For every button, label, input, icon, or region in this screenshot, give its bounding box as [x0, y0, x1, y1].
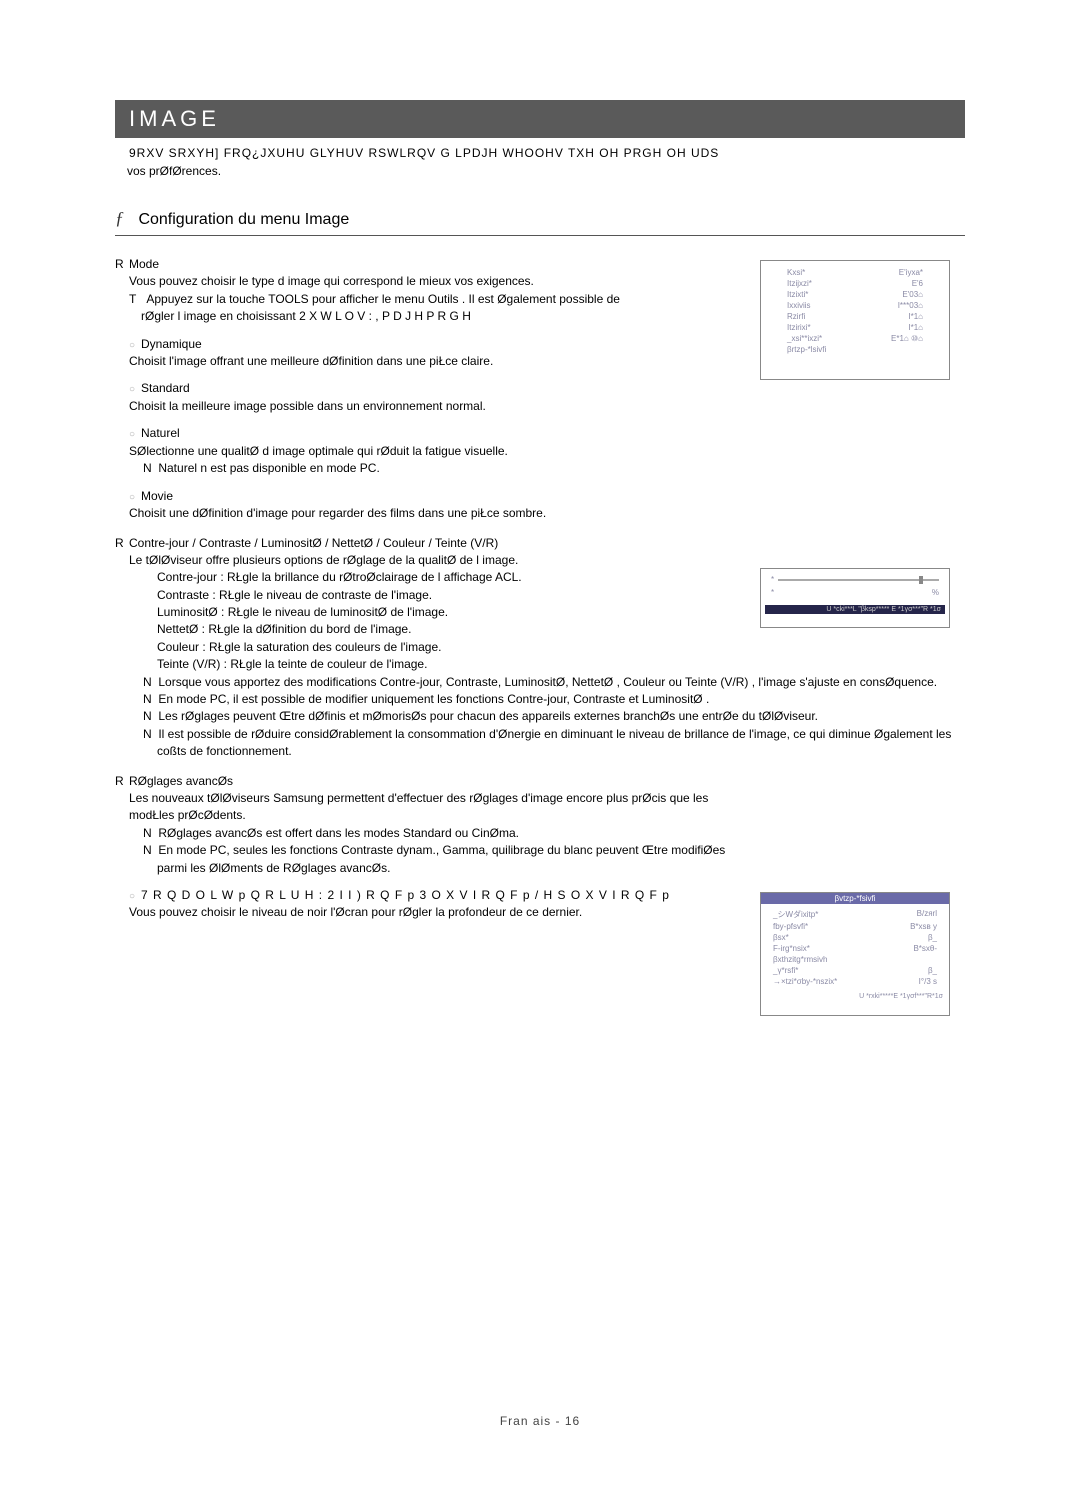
figure-row: _シWダixitp*В/zяrl: [767, 908, 943, 921]
slider-thumb: [919, 576, 923, 584]
figure-footer: U *cki***L "βksp***** E *1γσ***"R *1σ: [765, 605, 945, 614]
figure-row: Itzixti*E'03⌂: [767, 289, 943, 300]
figure-row: βrtzp-*lsivfi: [767, 344, 943, 355]
subsection-label: RRØglages avancØs: [115, 773, 965, 790]
figure-row: fby-pfsvfi*B*xsв y: [767, 921, 943, 932]
circle-icon: ○: [129, 428, 141, 443]
dagger-icon: ƒ: [115, 208, 124, 228]
detail-line: Couleur : RŁgle la saturation des couleu…: [115, 639, 965, 656]
note-text: En mode PC, il est possible de modifier …: [158, 692, 709, 706]
section-config-menu: ƒ Configuration du menu Image: [115, 208, 965, 229]
note: N Il est possible de rØduire considØrabl…: [115, 726, 965, 761]
figure-row: RzirfiI*1⌂: [767, 311, 943, 322]
item-body: SØlectionne une qualitØ d image optimale…: [115, 443, 965, 460]
mode-description: Vous pouvez choisir le type d image qui …: [115, 273, 635, 290]
item-title: Standard: [141, 381, 190, 395]
page-footer: Fran ais - 16: [0, 1414, 1080, 1428]
section-divider: [115, 235, 965, 236]
t-marker: T: [129, 292, 136, 306]
contrejour-desc: Le tØlØviseur offre plusieurs options de…: [115, 552, 965, 569]
page-header: IMAGE: [115, 100, 965, 138]
item-title: Dynamique: [141, 337, 202, 351]
figure-row: Itzirixi*I*1⌂: [767, 322, 943, 333]
figure-row: _γ*rsfi*β_: [767, 965, 943, 976]
figure-row: Kxsi*E'iyxa*: [767, 267, 943, 278]
mode-item-naturel: ○Naturel SØlectionne une qualitØ d image…: [115, 425, 965, 477]
note-text: Les rØglages peuvent Œtre dØfinis et mØm…: [158, 709, 818, 723]
section-title-text: Configuration du menu Image: [138, 211, 349, 228]
note-text: RØglages avancØs est offert dans les mod…: [158, 826, 519, 840]
note: N En mode PC, seules les fonctions Contr…: [115, 842, 735, 877]
slider-right-label: %: [932, 588, 939, 597]
mode-title: Mode: [129, 257, 159, 271]
figure-row: Itzijxzi*E'6: [767, 278, 943, 289]
note-text: Il est possible de rØduire considØrablem…: [157, 727, 951, 758]
contrejour-title: Contre-jour / Contraste / LuminositØ / N…: [129, 536, 498, 550]
slider-left-label: *: [771, 575, 774, 584]
figure-row: _xsi**ixzi*E*1⌂ ⑩⌂: [767, 333, 943, 344]
mode-item-movie: ○Movie Choisit une dØfinition d'image po…: [115, 488, 965, 523]
item-body: Choisit une dØfinition d'image pour rega…: [115, 505, 965, 522]
slider-left-label: *: [771, 588, 774, 597]
item-note: N Naturel n est pas disponible en mode P…: [115, 460, 965, 477]
figure-row: βsx*β_: [767, 932, 943, 943]
note-text: En mode PC, seules les fonctions Contras…: [157, 843, 725, 874]
reglages-title: RØglages avancØs: [129, 774, 233, 788]
item-body: Choisit la meilleure image possible dans…: [115, 398, 965, 415]
circle-icon: ○: [129, 339, 141, 354]
item-title: Naturel: [141, 426, 180, 440]
note-text: Naturel n est pas disponible en mode PC.: [158, 461, 379, 475]
slider-track: [778, 579, 939, 581]
mode-item-standard: ○Standard Choisit la meilleure image pos…: [115, 380, 965, 415]
note: N Lorsque vous apportez des modification…: [115, 674, 965, 691]
figure-row: →×tzi*σby-*nszix*I°/3 s: [767, 976, 943, 987]
figure-mode-menu: Kxsi*E'iyxa*Itzijxzi*E'6Itzixti*E'03⌂Ixx…: [760, 260, 950, 380]
note-text: Lorsque vous apportez des modifications …: [158, 675, 937, 689]
detail-line: Teinte (V/R) : RŁgle la teinte de couleu…: [115, 656, 965, 673]
item-title: Movie: [141, 489, 173, 503]
r-marker: R: [115, 535, 129, 552]
r-marker: R: [115, 256, 129, 273]
note: N RØglages avancØs est offert dans les m…: [115, 825, 735, 842]
t-body: Appuyez sur la touche TOOLS pour affiche…: [141, 292, 620, 323]
figure3-title: βvtzp-*fsivfi: [761, 893, 949, 904]
circle-icon: ○: [129, 491, 141, 506]
tonalite-line: 7 R Q D O L W p Q R L U H : 2 I I ) R Q …: [141, 888, 670, 902]
figure-row: βxthzitg*rmsivh: [767, 954, 943, 965]
figure-footer: U *rxki*****E *1γσf***"R*1σ: [767, 993, 943, 1000]
circle-icon: ○: [129, 890, 141, 905]
mode-tools-line: T Appuyez sur la touche TOOLS pour affic…: [115, 291, 635, 326]
note: N En mode PC, il est possible de modifie…: [115, 691, 965, 708]
figure-advanced-menu: βvtzp-*fsivfi _シWダixitp*В/zяrlfby-pfsvfi…: [760, 892, 950, 1016]
circle-icon: ○: [129, 383, 141, 398]
reglages-desc: Les nouveaux tØlØviseurs Samsung permett…: [115, 790, 715, 825]
figure-row: F-irg*nsix*B*sxθ-: [767, 943, 943, 954]
intro-line-2: vos prØfØrences.: [115, 162, 965, 180]
figure-slider: * * % U *cki***L "βksp***** E *1γσ***"R …: [760, 568, 950, 628]
r-marker: R: [115, 773, 129, 790]
subsection-label: RContre-jour / Contraste / LuminositØ / …: [115, 535, 965, 552]
intro-line-1: 9RXV SRXYH] FRQ¿JXUHU GLYHUV RSWLRQV G L…: [115, 144, 965, 162]
note: N Les rØglages peuvent Œtre dØfinis et m…: [115, 708, 965, 725]
figure-row: IxxiviisI***03⌂: [767, 300, 943, 311]
